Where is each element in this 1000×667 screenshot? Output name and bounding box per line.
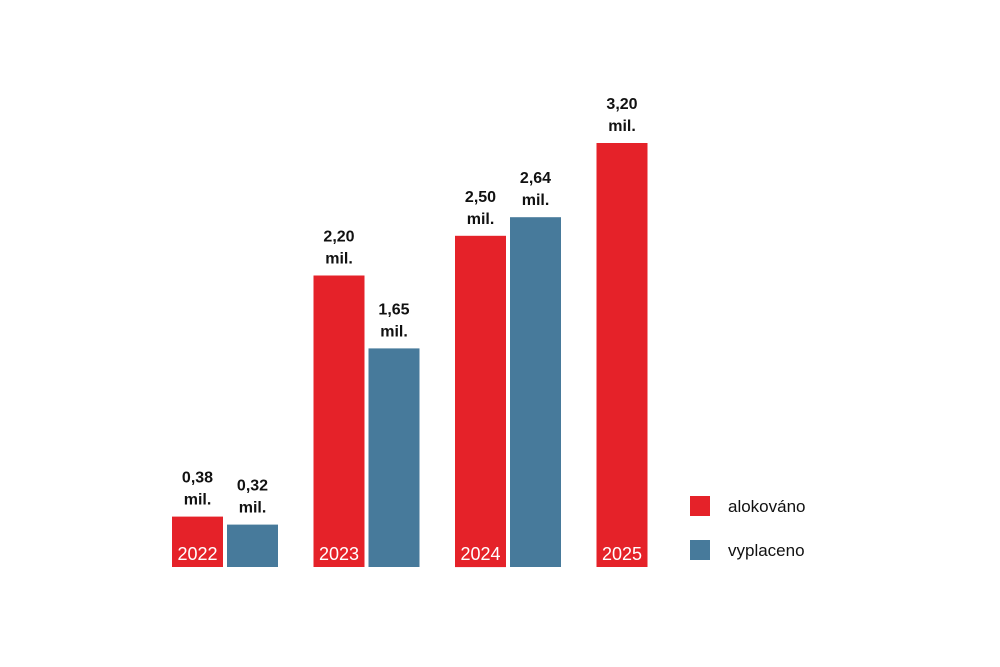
year-label-2025: 2025 <box>602 544 642 564</box>
bar-vyplaceno-2023 <box>368 348 420 567</box>
bar-alokovano-2023 <box>313 275 365 567</box>
legend: alokováno vyplaceno <box>690 496 806 560</box>
value-label-alokovano-2022: 0,38 mil. <box>182 470 213 509</box>
bar-alokovano-2024 <box>455 235 506 568</box>
year-labels-group: 2022 2023 2024 2025 <box>177 544 642 564</box>
legend-label-alokovano: alokováno <box>728 497 806 516</box>
year-label-2022: 2022 <box>177 544 217 564</box>
legend-swatch-alokovano <box>690 496 710 516</box>
value-label-alokovano-2024: 2,50 mil. <box>465 189 496 228</box>
bar-alokovano-2025 <box>596 143 648 567</box>
value-label-alokovano-2025: 3,20 mil. <box>606 96 637 135</box>
bar-alokovano-2022 <box>172 516 223 567</box>
value-label-alokovano-2023: 2,20 mil. <box>323 229 354 268</box>
value-label-vyplaceno-2022: 0,32 mil. <box>237 478 268 517</box>
value-label-vyplaceno-2023: 1,65 mil. <box>378 301 409 340</box>
year-label-2024: 2024 <box>460 544 500 564</box>
value-labels-group: 0,38 mil. 0,32 mil. 2,20 mil. 1,65 mil. 2,50 mil.… <box>182 96 638 517</box>
year-label-2023: 2023 <box>319 544 359 564</box>
bar-vyplaceno-2022 <box>227 524 278 567</box>
bars-group <box>172 143 648 568</box>
bar-vyplaceno-2024 <box>510 217 561 567</box>
legend-label-vyplaceno: vyplaceno <box>728 541 805 560</box>
value-label-vyplaceno-2024: 2,64 mil. <box>520 170 551 209</box>
legend-swatch-vyplaceno <box>690 540 710 560</box>
